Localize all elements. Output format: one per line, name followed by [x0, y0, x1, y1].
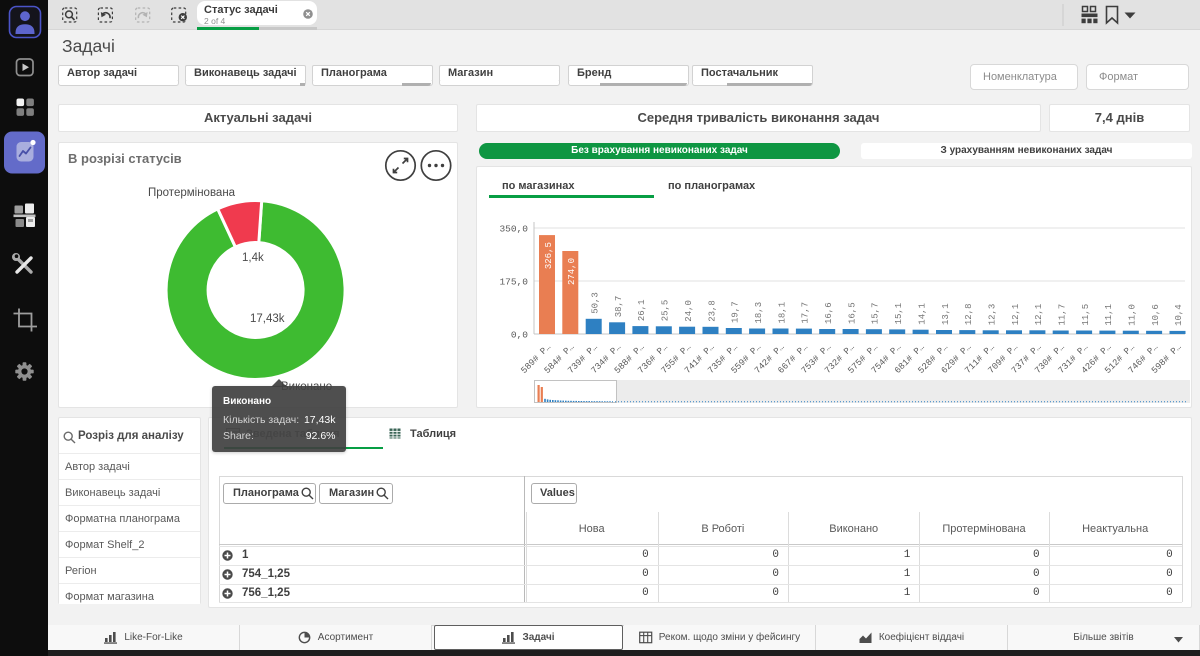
svg-text:0,0: 0,0: [511, 330, 528, 341]
svg-text:11,0: 11,0: [1128, 304, 1138, 326]
svg-text:350,0: 350,0: [499, 224, 528, 235]
svg-text:18,3: 18,3: [754, 302, 764, 324]
svg-text:175,0: 175,0: [499, 277, 528, 288]
svg-text:14,1: 14,1: [917, 303, 927, 325]
svg-text:23,8: 23,8: [707, 300, 717, 322]
svg-text:15,7: 15,7: [871, 303, 881, 325]
svg-text:12,1: 12,1: [1011, 304, 1021, 326]
svg-text:10,4: 10,4: [1174, 304, 1184, 326]
svg-text:18,1: 18,1: [777, 302, 787, 324]
svg-text:12,1: 12,1: [1034, 304, 1044, 326]
svg-text:11,1: 11,1: [1104, 304, 1114, 326]
svg-text:19,7: 19,7: [731, 301, 741, 323]
svg-text:26,1: 26,1: [637, 299, 647, 321]
svg-text:274,0: 274,0: [567, 258, 577, 285]
svg-text:25,5: 25,5: [661, 300, 671, 322]
svg-text:50,3: 50,3: [591, 292, 601, 314]
svg-text:16,6: 16,6: [824, 302, 834, 324]
svg-text:24,0: 24,0: [684, 300, 694, 322]
svg-text:17,7: 17,7: [801, 302, 811, 324]
svg-text:12,3: 12,3: [988, 304, 998, 326]
svg-text:326,5: 326,5: [544, 242, 554, 269]
svg-text:12,8: 12,8: [964, 303, 974, 325]
svg-text:10,6: 10,6: [1151, 304, 1161, 326]
svg-text:38,7: 38,7: [614, 296, 624, 318]
svg-text:11,7: 11,7: [1058, 304, 1068, 326]
svg-text:15,1: 15,1: [894, 303, 904, 325]
svg-text:11,5: 11,5: [1081, 304, 1091, 326]
svg-text:16,5: 16,5: [847, 302, 857, 324]
svg-text:13,1: 13,1: [941, 303, 951, 325]
